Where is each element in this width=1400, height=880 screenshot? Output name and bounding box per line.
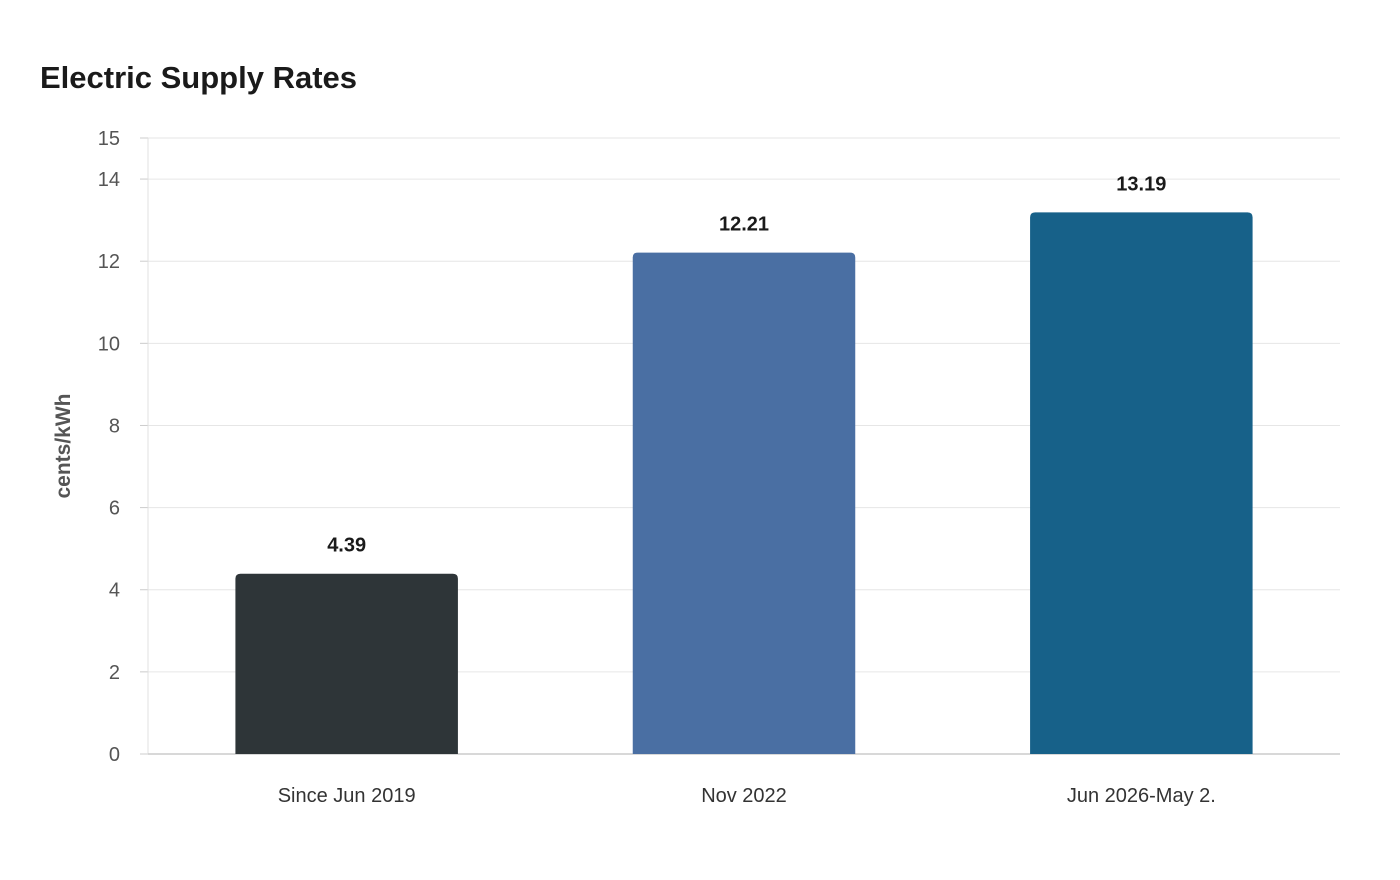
x-tick-label-1: Since Jun 2019 xyxy=(278,785,416,807)
y-tick-label: 15 xyxy=(98,128,120,150)
chart-title: Electric Supply Rates xyxy=(40,60,358,95)
bar-3 xyxy=(1030,212,1253,754)
data-label-2: 12.21 xyxy=(719,214,769,236)
y-tick-label: 6 xyxy=(109,498,120,520)
data-label-3: 13.19 xyxy=(1116,173,1166,195)
y-tick-label: 10 xyxy=(98,333,120,355)
bar-1 xyxy=(235,573,458,754)
x-tick-label-3: Jun 2026-May 2. xyxy=(1067,785,1216,807)
bar-2 xyxy=(632,252,856,755)
y-tick-label: 14 xyxy=(98,169,120,191)
y-tick-label: 8 xyxy=(109,415,120,437)
labels: 4.39 Since Jun 2019 12.21 Nov 2022 13.19 Jun … xyxy=(278,173,1216,807)
bars xyxy=(235,212,1253,755)
y-axis-label: cents/kWh xyxy=(52,393,75,498)
y-tick-label: 0 xyxy=(109,744,120,766)
data-label-1: 4.39 xyxy=(327,535,366,557)
y-tick-label: 12 xyxy=(98,251,120,273)
y-tick-label: 4 xyxy=(109,580,120,602)
y-tick-label: 2 xyxy=(109,662,120,684)
x-tick-label-2: Nov 2022 xyxy=(701,785,787,807)
